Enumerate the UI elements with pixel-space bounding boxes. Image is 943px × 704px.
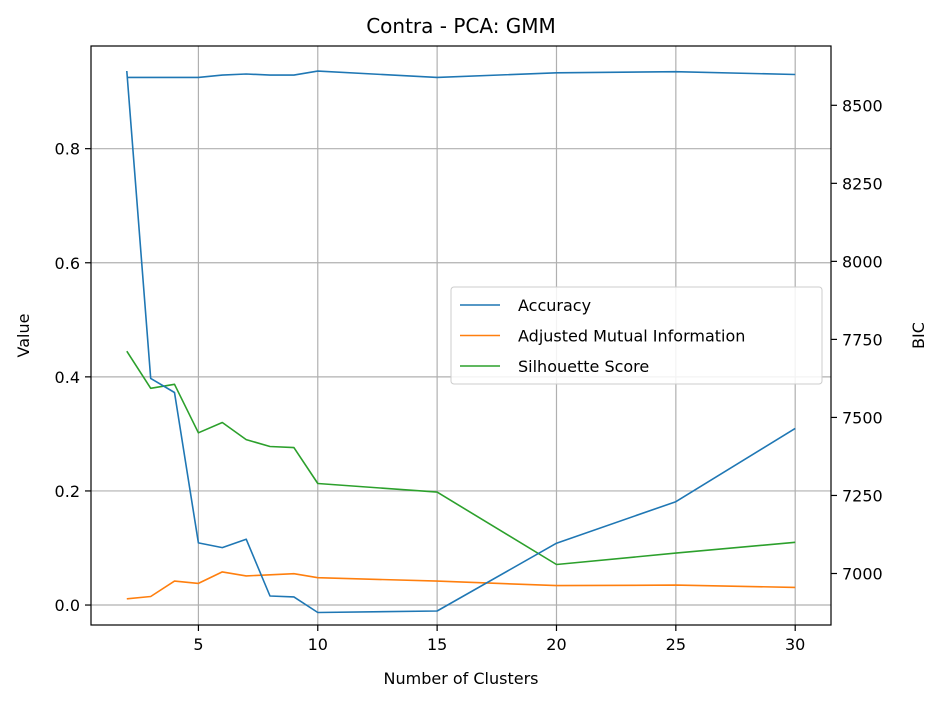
series-line-accuracy [126, 70, 796, 79]
grid [91, 46, 831, 625]
legend-label: Adjusted Mutual Information [518, 327, 745, 346]
x-tick-label: 15 [427, 635, 447, 654]
legend-label: Accuracy [518, 296, 591, 315]
x-tick-label: 20 [546, 635, 566, 654]
legend-label: Silhouette Score [518, 357, 649, 376]
y-tick-label: 0.0 [55, 596, 80, 615]
series-line-adjusted-mutual-information [126, 571, 796, 600]
y2-tick-label: 7000 [842, 564, 883, 583]
y2-tick-label: 7500 [842, 408, 883, 427]
x-axis: 5 10 15 20 25 30 [193, 625, 805, 654]
legend: Accuracy Adjusted Mutual Information Silho… [450, 286, 823, 385]
y2-tick-label: 8000 [842, 252, 883, 271]
x-tick-label: 30 [785, 635, 805, 654]
plot-frame [90, 45, 832, 626]
y-tick-label: 0.6 [55, 254, 80, 273]
y2-tick-label: 8250 [842, 174, 883, 193]
series-layer [126, 70, 796, 614]
legend-box [450, 286, 823, 385]
series-line-silhouette-score [126, 350, 796, 566]
x-axis-label: Number of Clusters [384, 669, 539, 688]
y2-tick-label: 7750 [842, 330, 883, 349]
x-tick-label: 5 [193, 635, 203, 654]
y-axis-left: 0.0 0.2 0.4 0.6 0.8 [55, 140, 91, 615]
y2-axis-label: BIC [909, 322, 928, 349]
y-tick-label: 0.2 [55, 482, 80, 501]
y-tick-label: 0.8 [55, 140, 80, 159]
y-tick-label: 0.4 [55, 368, 80, 387]
y2-tick-label: 8500 [842, 96, 883, 115]
x-tick-label: 25 [666, 635, 686, 654]
chart-title: Contra - PCA: GMM [366, 14, 556, 38]
series-line-bic [126, 70, 796, 614]
y-axis-right: 7000 7250 7500 7750 8000 8250 8500 [831, 96, 883, 583]
y-axis-label: Value [14, 314, 33, 358]
y2-tick-label: 7250 [842, 486, 883, 505]
x-tick-label: 10 [308, 635, 328, 654]
